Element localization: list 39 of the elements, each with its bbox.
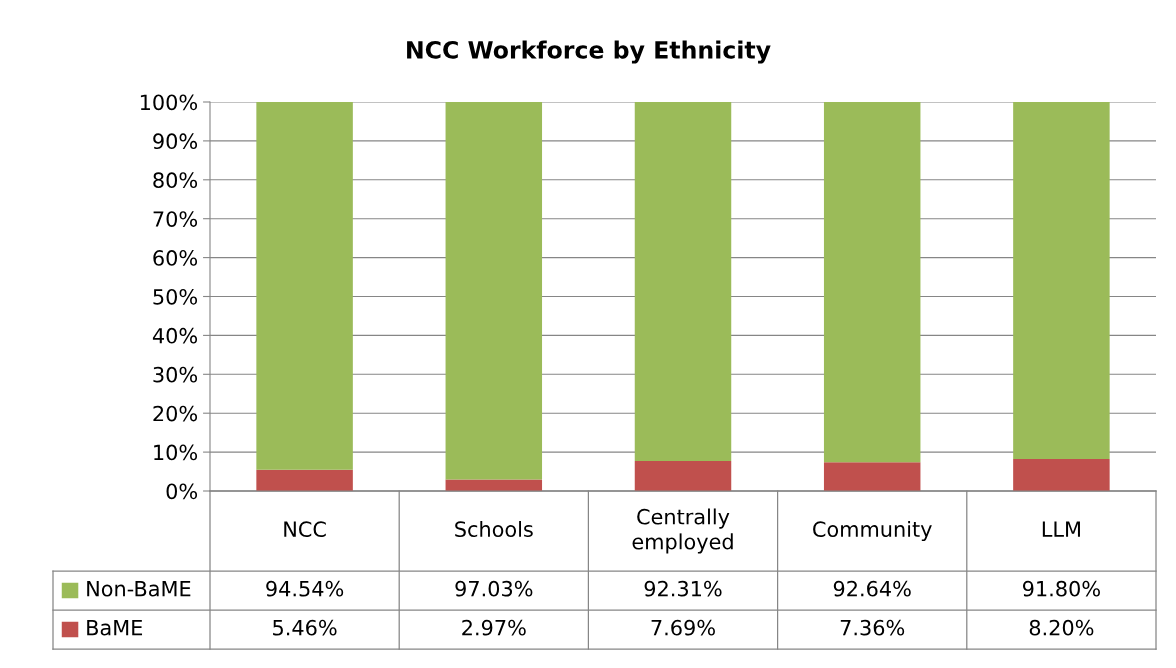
y-tick-label: 40% (152, 327, 198, 344)
y-tick-label: 60% (153, 250, 198, 266)
y-tick-label: 30% (153, 366, 198, 383)
data-label: 5.46% (273, 619, 337, 636)
x-tick-label: Schools (455, 520, 533, 538)
x-tick-label: Centrally employed (632, 508, 733, 554)
chart-title: NCC Workforce by Ethnicity (407, 40, 771, 64)
x-tick-label: NCC (284, 521, 326, 538)
data-label: 92.64% (833, 580, 911, 597)
data-label: 2.97% (462, 619, 526, 636)
bar (445, 102, 543, 480)
bar (1013, 459, 1110, 491)
bar (823, 102, 921, 463)
bar (634, 461, 732, 491)
bar (256, 469, 353, 491)
y-tick-label: 0% (166, 483, 198, 500)
bar (823, 462, 921, 491)
y-tick-label: 20% (153, 405, 198, 422)
y-tick-label: 100% (140, 94, 198, 111)
data-label: 94.54% (266, 580, 344, 597)
y-tick-label: 90% (153, 133, 198, 150)
legend-label: Non-BaME (87, 581, 191, 597)
y-tick-label: 10% (154, 444, 198, 461)
y-tick-label: 50% (153, 288, 198, 305)
bar (1013, 102, 1110, 460)
bar (634, 102, 732, 462)
data-label: 7.69% (651, 619, 715, 636)
y-tick-label: 70% (153, 211, 198, 227)
data-label: 92.31% (644, 580, 722, 597)
data-label: 97.03% (455, 580, 533, 597)
legend-label: BaME (87, 620, 143, 636)
x-tick-label: LLM (1042, 521, 1080, 537)
x-tick-label: Community (813, 520, 932, 542)
data-label: 7.36% (840, 619, 905, 636)
bar (445, 479, 543, 491)
y-tick-label: 80% (153, 172, 198, 189)
data-label: 8.20% (1029, 619, 1094, 636)
bar (256, 102, 353, 470)
data-label: 91.80% (1022, 580, 1100, 597)
